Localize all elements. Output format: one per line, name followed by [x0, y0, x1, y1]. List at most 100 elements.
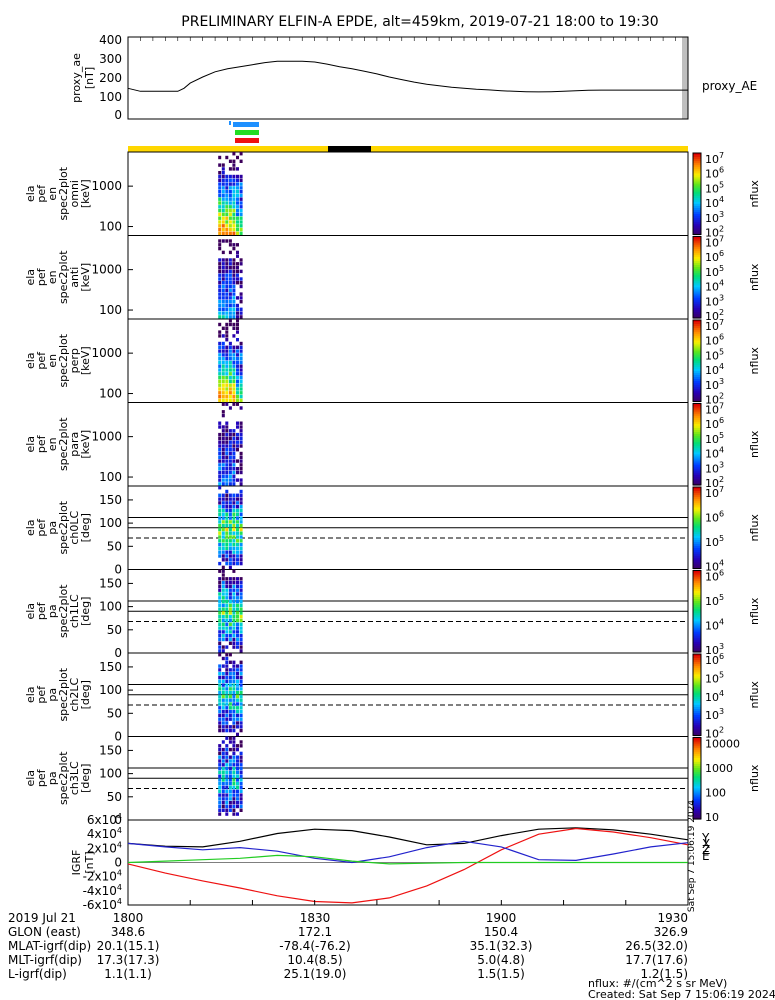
colorbar-segment [693, 601, 701, 604]
colorbar-segment [693, 281, 701, 284]
heatmap-cell [236, 254, 239, 258]
heatmap-cell [239, 497, 243, 501]
heatmap-cell [218, 793, 222, 797]
panel-ylabel-3: spec2plot [57, 584, 70, 638]
colorbar-segment [693, 594, 701, 598]
heatmap-cell [225, 793, 229, 797]
heatmap-cell [236, 467, 239, 471]
colorbar-segment [693, 199, 701, 203]
colorbar-segment [693, 269, 701, 272]
heatmap-cell [221, 315, 225, 319]
heatmap-cell [221, 618, 225, 623]
colorbar-segment [693, 307, 701, 311]
heatmap-cell [218, 467, 222, 471]
heatmap-cell [239, 524, 243, 528]
heatmap-cell [221, 573, 225, 577]
igrf-legend-X: X [702, 837, 710, 851]
colorbar-segment [693, 704, 701, 708]
colorbar-segment [693, 468, 701, 472]
heatmap-cell [239, 785, 243, 790]
heatmap-cell [236, 546, 239, 551]
heatmap-cell [218, 569, 222, 573]
heatmap-cell [236, 759, 239, 763]
heatmap-cell [221, 679, 225, 683]
heatmap-cell [239, 645, 243, 649]
heatmap-cell [218, 201, 222, 205]
heatmap-cell [218, 178, 222, 182]
heatmap-cell [228, 702, 232, 706]
heatmap-cell [239, 611, 243, 615]
heatmap-cell [239, 778, 243, 782]
colorbar-segment [693, 623, 701, 627]
heatmap-cell [218, 265, 222, 270]
heatmap-cell [218, 618, 222, 623]
heatmap-cell [232, 618, 236, 623]
heatmap-cell [239, 706, 243, 710]
heatmap-cell [239, 425, 243, 429]
heatmap-cell [232, 208, 236, 213]
colorbar-tick-10^7: 107 [705, 151, 724, 166]
heatmap-cell [228, 736, 232, 740]
heatmap-cell [228, 277, 232, 281]
heatmap-cell [232, 243, 236, 247]
heatmap-cell [236, 520, 239, 524]
heatmap-cell [239, 766, 243, 771]
heatmap-cell [228, 706, 232, 710]
heatmap-cell [228, 167, 232, 171]
panel-ylabel-3: spec2plot [57, 166, 70, 220]
colorbar-segment [693, 330, 701, 333]
footer-l-label: L-igrf(dip) [8, 967, 67, 981]
heatmap-cell [221, 698, 225, 702]
heatmap-cell [232, 736, 236, 740]
heatmap-cell [221, 535, 225, 539]
panel-ytick-0: 0 [114, 563, 122, 577]
heatmap-cell [221, 269, 225, 274]
heatmap-cell [228, 224, 232, 228]
panel-ylabel-4: omni [68, 180, 81, 207]
colorbar-segment [693, 340, 701, 344]
colorbar-segment [693, 774, 701, 777]
heatmap-cell [221, 637, 225, 642]
colorbar-segment [693, 757, 701, 761]
heatmap-cell [236, 182, 239, 186]
heatmap-cell [225, 459, 229, 463]
heatmap-cell [225, 296, 229, 300]
colorbar-segment [693, 537, 701, 541]
heatmap-cell [236, 155, 239, 160]
heatmap-cell [239, 432, 243, 437]
heatmap-cell [228, 626, 232, 630]
colorbar-segment [693, 784, 701, 787]
colorbar-segment [693, 254, 701, 258]
colorbar-tick-10^7: 107 [705, 402, 724, 417]
heatmap-cell [225, 155, 229, 160]
heatmap-cell [232, 231, 236, 236]
igrf-ytick-6x10^4: 6x104 [87, 812, 122, 827]
panel-ylabel-5: [keV] [79, 263, 92, 292]
heatmap-cell [228, 353, 232, 357]
panel-ytick-50: 50 [107, 539, 122, 553]
heatmap-cell [236, 493, 239, 497]
panel-ytick-100: 100 [99, 220, 122, 234]
heatmap-cell [218, 508, 222, 513]
heatmap-cell [232, 691, 236, 695]
heatmap-cell [228, 789, 232, 793]
heatmap-cell [225, 770, 229, 775]
heatmap-cell [232, 592, 236, 596]
heatmap-cell [225, 603, 229, 608]
colorbar-segment [693, 814, 701, 818]
heatmap-cell [232, 265, 236, 270]
colorbar-tick-10^3: 103 [705, 293, 724, 308]
colorbar-segment [693, 344, 701, 348]
heatmap-cell [232, 444, 236, 448]
colorbar-tick-10: 10 [705, 811, 719, 824]
heatmap-cell [218, 641, 222, 645]
colorbar-segment [693, 780, 701, 783]
colorbar-tick-10^2: 102 [705, 308, 724, 323]
heatmap-cell [236, 804, 239, 809]
heatmap-cell [239, 406, 243, 410]
heatmap-cell [221, 626, 225, 630]
heatmap-cell [221, 516, 225, 520]
heatmap-cell [232, 353, 236, 357]
heatmap-cell [239, 759, 243, 763]
colorbar-segment [693, 686, 701, 690]
